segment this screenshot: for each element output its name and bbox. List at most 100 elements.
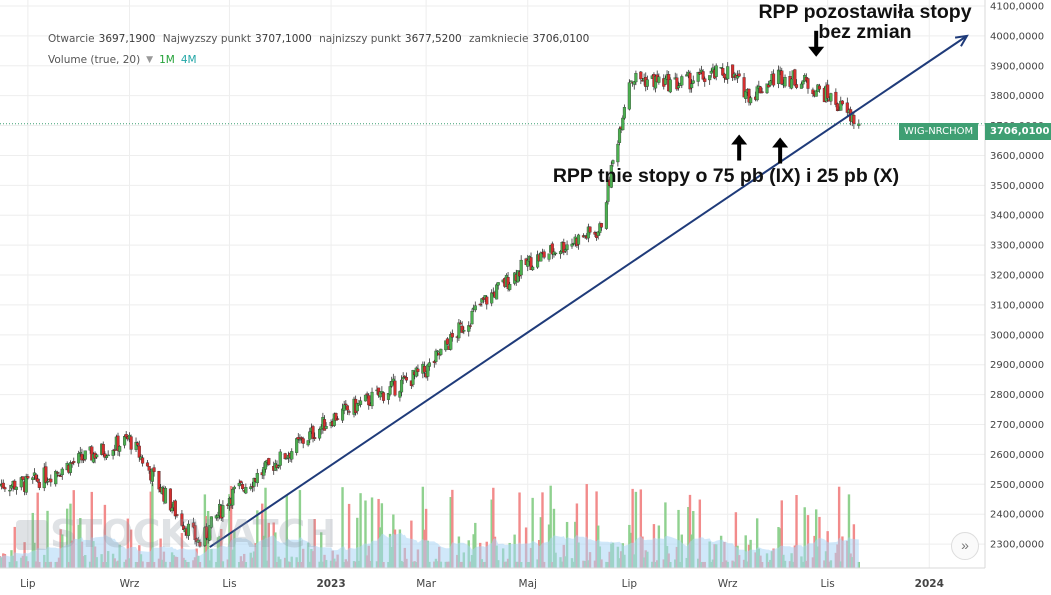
chevron-down-icon[interactable]: ▼ — [146, 55, 154, 65]
candle-body — [445, 338, 449, 345]
y-tick-label: 3800,0000 — [990, 91, 1044, 102]
candle-body — [36, 478, 40, 482]
volume-bar — [549, 485, 552, 568]
candle-body — [21, 476, 25, 480]
candle-body — [55, 472, 59, 474]
candle-body — [780, 70, 784, 85]
candle-body — [450, 333, 454, 338]
open-label: Otwarcie — [48, 33, 95, 45]
candle-body — [794, 84, 799, 88]
volume-bar — [474, 522, 477, 568]
candle-body — [311, 426, 315, 439]
candle-body — [378, 391, 382, 398]
candle-body — [152, 467, 156, 472]
double-chevron-right-icon[interactable]: » — [951, 532, 979, 560]
candle-body — [283, 453, 287, 460]
candle-body — [709, 70, 713, 74]
price-axis[interactable]: 2300,0000 2400,0000 2500,0000 2600,0000 2700… — [984, 0, 1044, 568]
candle-body — [267, 458, 271, 465]
close-label: zamkniecie — [469, 33, 529, 45]
candle-body — [726, 66, 730, 80]
volume-bar — [541, 492, 544, 568]
volume-ma-area — [0, 533, 859, 568]
candle-body — [508, 284, 512, 290]
candle-body — [814, 90, 818, 97]
annotation-rate-cuts: RPP tnie stopy o 75 pb (IX) i 25 pb (X) — [552, 165, 900, 187]
candle-body — [737, 73, 741, 77]
candle-body — [801, 80, 805, 85]
time-axis[interactable]: Lip Wrz Lis 2023 Mar Maj Lip Wrz Lis 2024 — [0, 567, 985, 590]
candle-body — [290, 451, 294, 460]
volume-bar — [341, 487, 344, 568]
candle-body — [776, 69, 781, 85]
candle-body — [760, 91, 764, 93]
x-tick-label: 2023 — [316, 578, 345, 590]
volume-bar — [492, 487, 495, 568]
candle-body — [845, 102, 849, 113]
candle-body — [72, 461, 76, 463]
volume-bar — [451, 489, 454, 568]
candle-body — [749, 97, 753, 104]
candle-body — [547, 253, 551, 260]
x-tick-label: Wrz — [718, 578, 738, 590]
candle-body — [78, 452, 82, 454]
candle-body — [365, 393, 369, 395]
candle-body — [434, 350, 438, 362]
volume-bar — [356, 517, 359, 568]
candle-body — [529, 257, 533, 271]
volume-bar — [531, 497, 534, 568]
volume-bar — [228, 494, 231, 568]
candle-body — [422, 365, 427, 373]
volume-bar — [631, 488, 634, 568]
volume-bar — [347, 503, 351, 568]
candle-body — [137, 445, 141, 458]
candle-body — [755, 86, 759, 101]
candle-body — [252, 478, 256, 487]
volume-bar — [126, 518, 130, 568]
volume-bar — [837, 486, 841, 568]
volume-bar — [490, 499, 493, 568]
volume-4m-button[interactable]: 4M — [180, 54, 197, 66]
candle-body — [24, 475, 28, 493]
candle-body — [444, 340, 448, 351]
candle-body — [344, 403, 348, 406]
candle-body — [296, 437, 300, 440]
candle-body — [116, 435, 120, 451]
x-tick-label: Wrz — [120, 578, 140, 590]
candle-body — [742, 77, 746, 98]
candle-body — [496, 282, 500, 286]
candle-body — [490, 292, 494, 304]
candle-body — [13, 480, 17, 490]
volume-bar — [264, 487, 267, 568]
x-tick-label: Mar — [416, 578, 436, 590]
watermark-text: STOCKWATCH — [50, 512, 336, 556]
volume-bar — [424, 508, 428, 568]
candle-body — [462, 329, 466, 332]
candle-body — [495, 284, 499, 300]
candle-body — [722, 73, 726, 79]
candle-body — [772, 73, 776, 86]
volume-bar — [687, 507, 690, 568]
stockwatch-logo-icon — [16, 520, 48, 550]
candle-body — [676, 85, 681, 89]
volume-label: Volume (true, 20) — [48, 54, 141, 66]
volume-bar — [421, 486, 425, 568]
candle-body — [399, 379, 404, 393]
candle-body — [129, 436, 133, 450]
volume-bars — [0, 483, 861, 568]
volume-1m-button[interactable]: 1M — [159, 54, 175, 66]
candle-body — [701, 71, 705, 80]
candle-body — [696, 72, 700, 82]
candle-body — [439, 348, 443, 355]
candle-body — [1, 482, 5, 489]
candle-body — [747, 88, 751, 103]
volume-bar — [298, 490, 302, 568]
candle-body — [731, 64, 735, 78]
volume-legend[interactable]: Volume (true, 20) ▼ 1M 4M — [48, 54, 197, 66]
candle-body — [101, 444, 105, 455]
candle-body — [381, 392, 386, 401]
candle-body — [554, 252, 558, 255]
candle-body — [37, 482, 41, 488]
y-tick-label: 3300,0000 — [990, 241, 1044, 252]
